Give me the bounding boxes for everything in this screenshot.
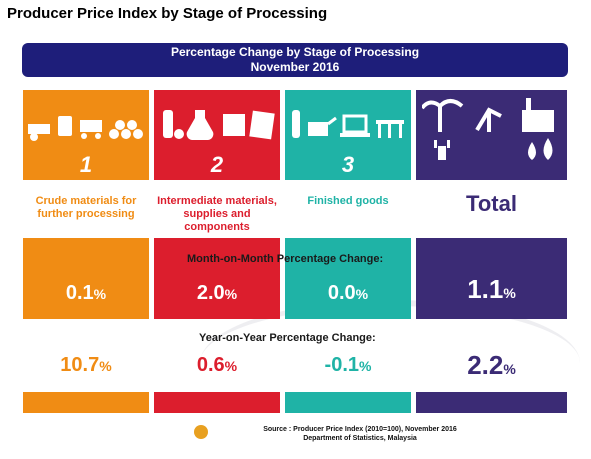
column-total-mom-block: 1.1% [416,238,567,319]
column-3-mom-value: 0.0 [327,282,356,304]
wheelbarrow-icon [28,116,143,141]
column-2-number: 2 [210,152,224,177]
column-2-yoy-unit: % [224,358,238,374]
column-3-desc-panel [285,180,411,238]
palm-tree-icon [422,98,554,160]
column-3-icons [285,104,411,146]
banner-line1: Percentage Change by Stage of Processing [170,45,420,59]
column-2-mom-unit: % [224,286,238,302]
page-title: Producer Price Index by Stage of Process… [7,5,328,22]
source-note: Source : Producer Price Index (2010=100)… [210,425,510,443]
source-line2: Department of Statistics, Malaysia [303,435,417,442]
column-1-desc: Crude materials for further processing [35,195,137,220]
banner: Percentage Change by Stage of Processing… [22,43,568,77]
yoy-label: Year-on-Year Percentage Change: [199,332,376,344]
column-3-bottom [285,392,411,413]
banner-box: Percentage Change by Stage of Processing… [22,43,568,77]
column-1-icons [23,104,149,146]
column-1-top: 1 [23,90,149,180]
column-2-desc-panel [154,180,280,238]
column-3-mom-unit: % [355,286,369,302]
column-3-desc: Finished goods [307,195,389,207]
banner-line2: November 2016 [250,60,340,74]
column-total-bottom [416,392,567,413]
dosm-logo [194,425,208,439]
column-1-mom-value: 0.1 [65,282,94,304]
column-total-mom: 1.1% [416,274,567,305]
column-3-top: 3 [285,90,411,180]
column-3-mom-block: 0.0% [285,238,411,319]
column-1-bottom [23,392,149,413]
column-2-bottom [154,392,280,413]
column-2-icons [154,104,280,146]
column-1-yoy-value: 10.7 [60,354,100,376]
column-total-yoy: 2.2% [416,350,567,381]
column-3-yoy: -0.1% [285,354,411,377]
column-2-yoy-value: 0.6 [196,354,225,376]
column-2-mom-block: 2.0% [154,238,280,319]
column-3-number: 3 [341,152,355,177]
bottle-icon [163,110,275,140]
column-2-mom-value: 2.0 [196,282,225,304]
column-1-mom-block: 0.1% [23,238,149,319]
column-1-yoy-unit: % [99,358,112,374]
column-3-yoy-value: -0.1 [324,354,359,376]
column-total-mom-value: 1.1 [467,274,504,304]
column-total-yoy-value: 2.2 [467,350,504,380]
mom-label: Month-on-Month Percentage Change: [187,253,384,265]
column-2-top: 2 [154,90,280,180]
column-total-yoy-unit: % [503,361,516,377]
column-1-desc-panel [23,180,149,238]
column-2-yoy: 0.6% [154,354,280,377]
column-2-mom: 2.0% [154,282,280,305]
column-2-desc: Intermediate materials, supplies and com… [157,195,277,233]
watering-can-icon [292,110,404,138]
column-total-mom-unit: % [503,285,516,301]
column-1-mom: 0.1% [23,282,149,305]
column-3-yoy-unit: % [359,358,372,374]
source-line1: Source : Producer Price Index (2010=100)… [263,426,457,433]
column-1-mom-unit: % [93,286,107,302]
column-3-mom: 0.0% [285,282,411,305]
column-1-number: 1 [79,152,93,177]
column-total-title: Total [466,191,517,216]
column-1-yoy: 10.7% [23,354,149,377]
column-total-desc-panel: Total [416,180,567,238]
